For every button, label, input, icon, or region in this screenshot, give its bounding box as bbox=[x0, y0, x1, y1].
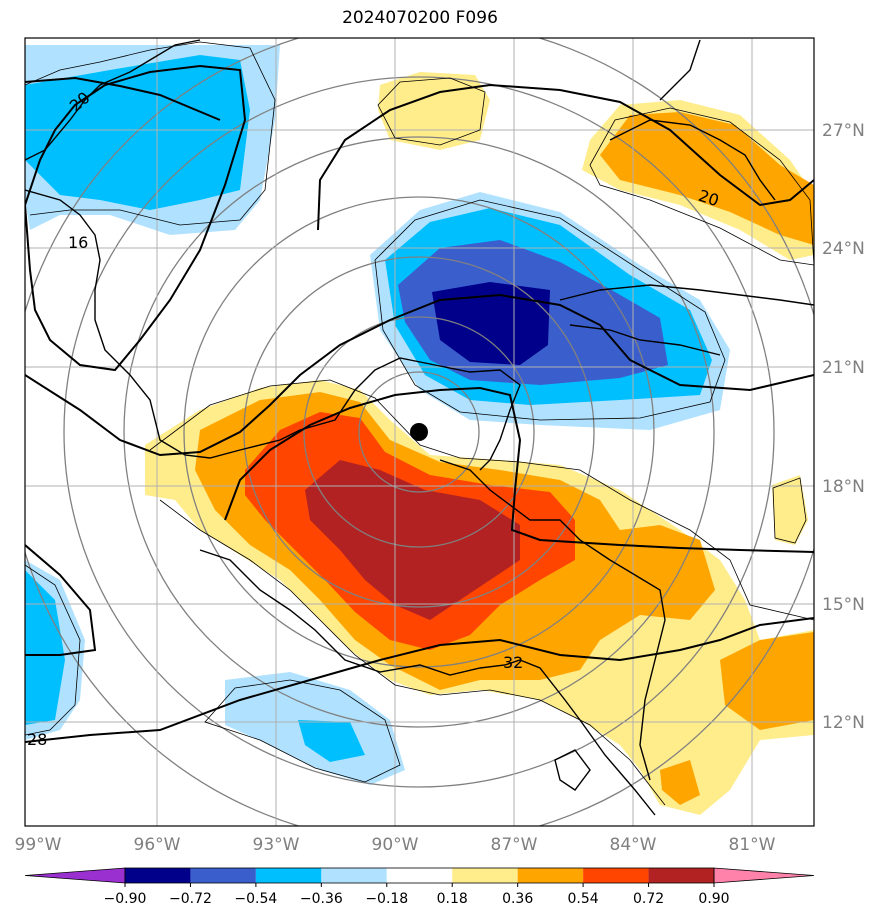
colorbar-tick-label: −0.18 bbox=[365, 891, 408, 907]
colorbar-frame bbox=[124, 867, 715, 884]
colorbar-tick-label: 0.90 bbox=[698, 891, 729, 907]
lat-label: 27°N bbox=[822, 121, 865, 141]
colorbar: −0.90 −0.72 −0.54 −0.36 −0.18 0.18 0.36 0.54 0.7… bbox=[24, 867, 815, 907]
lon-label: 90°W bbox=[372, 835, 419, 855]
lon-label: 81°W bbox=[729, 835, 776, 855]
colorbar-extension-high bbox=[713, 867, 815, 884]
range-rings bbox=[25, 38, 814, 826]
lon-label: 84°W bbox=[610, 835, 657, 855]
colorbar-box bbox=[190, 868, 256, 883]
thin-contours bbox=[25, 41, 814, 806]
colorbar-tick-label: −0.36 bbox=[300, 891, 343, 907]
lon-label: 99°W bbox=[15, 835, 62, 855]
colorbar-tick-label: −0.90 bbox=[104, 891, 147, 907]
colorbar-tick-label: 0.72 bbox=[633, 891, 664, 907]
colorbar-box bbox=[321, 868, 387, 883]
map-frame bbox=[24, 37, 815, 827]
lat-label: 15°N bbox=[822, 595, 865, 615]
colorbar-box bbox=[452, 868, 518, 883]
lon-label: 87°W bbox=[491, 835, 538, 855]
thick-contours bbox=[25, 64, 814, 743]
colorbar-extension-low bbox=[24, 867, 126, 884]
storm-center-marker bbox=[410, 423, 428, 441]
lat-label: 18°N bbox=[822, 477, 865, 497]
lon-label: 93°W bbox=[253, 835, 300, 855]
colorbar-tick-label: −0.72 bbox=[169, 891, 212, 907]
colorbar-box bbox=[648, 868, 714, 883]
colorbar-box bbox=[517, 868, 584, 883]
colorbar-tick-label: 0.54 bbox=[568, 891, 599, 907]
lat-label: 24°N bbox=[822, 239, 865, 259]
contour-label: 16 bbox=[68, 233, 88, 252]
contour-label: 28 bbox=[27, 730, 47, 749]
colorbar-box bbox=[125, 868, 191, 883]
map-area: 20 16 20 32 28 bbox=[25, 38, 814, 826]
colorbar-tick-label: 0.18 bbox=[437, 891, 468, 907]
longitude-labels: 99°W 96°W 93°W 90°W 87°W 84°W 81°W bbox=[15, 835, 776, 855]
colorbar-box bbox=[386, 868, 453, 883]
negative-shading bbox=[25, 45, 730, 785]
latitude-labels: 27°N 24°N 21°N 18°N 15°N 12°N bbox=[822, 121, 865, 733]
lon-label: 96°W bbox=[134, 835, 181, 855]
colorbar-tick-label: −0.54 bbox=[234, 891, 277, 907]
map-title: 2024070200 F096 bbox=[342, 8, 498, 28]
contour-label: 32 bbox=[503, 653, 523, 672]
colorbar-tick-label: 0.36 bbox=[502, 891, 533, 907]
lat-label: 21°N bbox=[822, 358, 865, 378]
colorbar-box bbox=[583, 868, 649, 883]
lat-label: 12°N bbox=[822, 713, 865, 733]
colorbar-box bbox=[255, 868, 322, 883]
coastlines bbox=[25, 39, 814, 816]
